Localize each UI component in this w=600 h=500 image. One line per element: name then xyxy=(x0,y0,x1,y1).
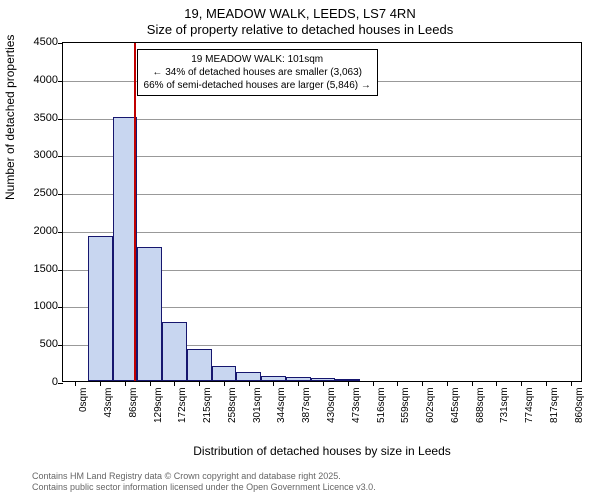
x-tick-mark xyxy=(273,381,274,386)
x-tick-label: 0sqm xyxy=(78,388,89,412)
x-tick-label: 559sqm xyxy=(400,387,411,423)
y-axis-label: Number of detached properties xyxy=(3,35,17,200)
x-tick-label: 258sqm xyxy=(227,387,238,423)
annotation-line2: ← 34% of detached houses are smaller (3,… xyxy=(144,66,371,79)
x-tick-label: 344sqm xyxy=(276,387,287,423)
x-tick-mark xyxy=(496,381,497,386)
y-tick-label: 2000 xyxy=(34,225,58,237)
x-tick-label: 516sqm xyxy=(376,387,387,423)
footer-line1: Contains HM Land Registry data © Crown c… xyxy=(32,471,376,483)
grid-line xyxy=(63,156,581,157)
x-tick-mark xyxy=(472,381,473,386)
y-tick-label: 3500 xyxy=(34,112,58,124)
y-tick-mark xyxy=(58,43,63,44)
x-tick-mark xyxy=(323,381,324,386)
x-tick-label: 602sqm xyxy=(425,387,436,423)
histogram-bar xyxy=(88,236,113,381)
y-tick-label: 500 xyxy=(40,338,58,350)
x-tick-label: 43sqm xyxy=(103,387,114,417)
x-tick-label: 86sqm xyxy=(128,387,139,417)
grid-line xyxy=(63,232,581,233)
x-tick-mark xyxy=(546,381,547,386)
y-tick-mark xyxy=(58,345,63,346)
histogram-bar xyxy=(236,372,261,381)
x-tick-mark xyxy=(397,381,398,386)
x-tick-label: 731sqm xyxy=(499,387,510,423)
x-tick-label: 774sqm xyxy=(524,387,535,423)
footer-attribution: Contains HM Land Registry data © Crown c… xyxy=(32,471,376,494)
y-tick-label: 1000 xyxy=(34,300,58,312)
x-tick-mark xyxy=(125,381,126,386)
y-tick-mark xyxy=(58,81,63,82)
y-tick-mark xyxy=(58,156,63,157)
grid-line xyxy=(63,119,581,120)
y-tick-mark xyxy=(58,383,63,384)
x-tick-mark xyxy=(75,381,76,386)
x-tick-mark xyxy=(298,381,299,386)
chart-container: 19, MEADOW WALK, LEEDS, LS7 4RN Size of … xyxy=(0,0,600,500)
x-tick-mark xyxy=(521,381,522,386)
annotation-line1: 19 MEADOW WALK: 101sqm xyxy=(144,53,371,66)
x-tick-label: 301sqm xyxy=(252,387,263,423)
x-tick-mark xyxy=(373,381,374,386)
y-tick-mark xyxy=(58,119,63,120)
chart-title-line1: 19, MEADOW WALK, LEEDS, LS7 4RN xyxy=(0,6,600,21)
x-tick-mark xyxy=(224,381,225,386)
y-tick-label: 4000 xyxy=(34,74,58,86)
y-tick-mark xyxy=(58,307,63,308)
histogram-bar xyxy=(137,247,162,381)
x-tick-label: 688sqm xyxy=(475,387,486,423)
x-tick-mark xyxy=(571,381,572,386)
x-tick-mark xyxy=(348,381,349,386)
x-tick-label: 473sqm xyxy=(351,387,362,423)
x-tick-label: 430sqm xyxy=(326,387,337,423)
x-tick-label: 172sqm xyxy=(177,387,188,423)
x-tick-mark xyxy=(447,381,448,386)
y-tick-label: 1500 xyxy=(34,263,58,275)
x-tick-mark xyxy=(249,381,250,386)
x-tick-mark xyxy=(174,381,175,386)
x-axis-label: Distribution of detached houses by size … xyxy=(62,444,582,458)
grid-line xyxy=(63,194,581,195)
y-tick-label: 3000 xyxy=(34,149,58,161)
y-tick-mark xyxy=(58,194,63,195)
annotation-line3: 66% of semi-detached houses are larger (… xyxy=(144,79,371,92)
y-tick-label: 4500 xyxy=(34,36,58,48)
y-tick-mark xyxy=(58,232,63,233)
y-tick-label: 2500 xyxy=(34,187,58,199)
y-tick-mark xyxy=(58,270,63,271)
x-tick-label: 215sqm xyxy=(202,387,213,423)
x-tick-mark xyxy=(422,381,423,386)
x-tick-mark xyxy=(150,381,151,386)
histogram-bar xyxy=(212,366,237,381)
histogram-bar xyxy=(187,349,212,381)
histogram-bar xyxy=(162,322,187,381)
annotation-box: 19 MEADOW WALK: 101sqm← 34% of detached … xyxy=(137,49,378,96)
x-tick-label: 860sqm xyxy=(574,387,585,423)
plot-area: 19 MEADOW WALK: 101sqm← 34% of detached … xyxy=(62,42,582,382)
y-tick-label: 0 xyxy=(52,376,58,388)
footer-line2: Contains public sector information licen… xyxy=(32,482,376,494)
x-tick-label: 387sqm xyxy=(301,387,312,423)
chart-title-line2: Size of property relative to detached ho… xyxy=(0,22,600,37)
property-marker-line xyxy=(134,43,136,381)
x-tick-label: 817sqm xyxy=(549,387,560,423)
x-tick-label: 645sqm xyxy=(450,387,461,423)
x-tick-mark xyxy=(199,381,200,386)
x-tick-label: 129sqm xyxy=(153,387,164,423)
x-tick-mark xyxy=(100,381,101,386)
